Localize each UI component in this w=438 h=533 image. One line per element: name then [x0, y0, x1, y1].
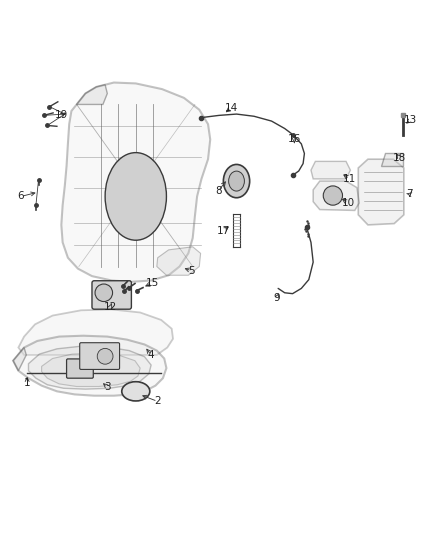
Ellipse shape — [105, 152, 166, 240]
Ellipse shape — [122, 382, 150, 401]
Polygon shape — [13, 336, 166, 395]
Text: 3: 3 — [104, 382, 111, 392]
Ellipse shape — [223, 165, 250, 198]
Text: 17: 17 — [217, 225, 230, 236]
Polygon shape — [42, 353, 140, 386]
Circle shape — [97, 349, 113, 364]
Polygon shape — [18, 310, 173, 355]
Text: 12: 12 — [104, 302, 117, 312]
Text: 9: 9 — [273, 293, 280, 303]
Polygon shape — [13, 348, 26, 371]
Ellipse shape — [229, 171, 244, 191]
Polygon shape — [311, 161, 350, 179]
FancyBboxPatch shape — [80, 343, 120, 369]
Text: 4: 4 — [148, 350, 155, 360]
Circle shape — [95, 284, 113, 302]
Text: 6: 6 — [18, 191, 25, 201]
Text: 13: 13 — [404, 115, 417, 125]
Polygon shape — [28, 346, 151, 389]
Text: 11: 11 — [343, 174, 356, 184]
Text: 16: 16 — [288, 134, 301, 144]
Text: 15: 15 — [146, 278, 159, 288]
Polygon shape — [61, 83, 210, 282]
FancyBboxPatch shape — [92, 281, 131, 309]
Text: 7: 7 — [406, 189, 413, 199]
Text: 18: 18 — [393, 153, 406, 163]
Text: 1: 1 — [24, 377, 31, 387]
Text: 10: 10 — [342, 198, 355, 208]
Text: 14: 14 — [225, 103, 238, 113]
Text: 19: 19 — [55, 110, 68, 120]
Polygon shape — [77, 85, 107, 104]
Text: 5: 5 — [188, 266, 195, 276]
Polygon shape — [157, 247, 201, 275]
FancyBboxPatch shape — [67, 359, 93, 378]
Polygon shape — [381, 152, 403, 166]
Text: 2: 2 — [154, 397, 161, 406]
Polygon shape — [358, 159, 404, 225]
Polygon shape — [313, 181, 359, 211]
Text: 8: 8 — [215, 186, 222, 196]
Circle shape — [323, 186, 343, 205]
